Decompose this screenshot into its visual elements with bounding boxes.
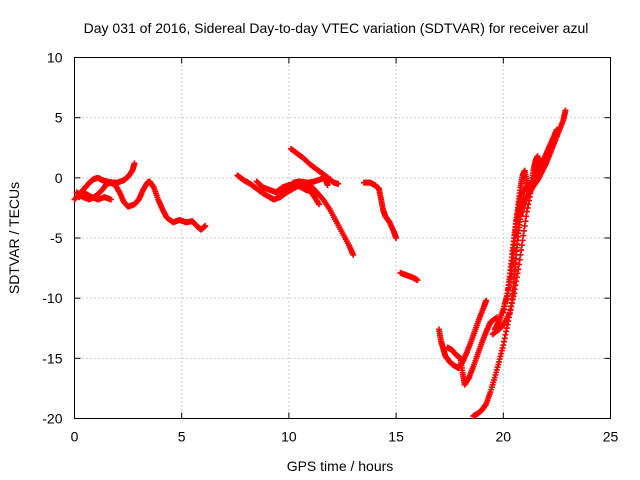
x-tick-label: 20 [496, 429, 512, 445]
y-tick-label: 0 [55, 170, 63, 186]
axis-tick-labels: 0 5 10 15 20 25 -20 -15 -10 -5 0 5 10 [42, 50, 618, 445]
series-arc-9 [397, 269, 421, 284]
series-arc-11 [444, 314, 500, 388]
series-arc-15 [489, 155, 543, 338]
y-tick-label: 5 [55, 110, 63, 126]
series-arc-3 [75, 190, 114, 203]
grid [74, 57, 611, 419]
data-point [562, 107, 569, 114]
y-tick-label: -20 [42, 411, 62, 427]
data-point [414, 277, 421, 284]
data-point [553, 126, 560, 133]
plot-frame [74, 57, 611, 419]
data-point [536, 155, 543, 162]
data-point [202, 222, 209, 229]
series-arc-7 [277, 174, 331, 198]
chart-title: Day 031 of 2016, Sidereal Day-to-day VTE… [84, 20, 589, 36]
data-point [335, 180, 342, 187]
x-tick-label: 5 [178, 429, 186, 445]
y-tick-label: -15 [42, 350, 62, 366]
x-axis-label: GPS time / hours [287, 458, 394, 474]
data-point [107, 196, 114, 203]
data-point [492, 315, 499, 322]
data-point [350, 251, 357, 258]
y-tick-label: -5 [50, 230, 63, 246]
data-points [71, 107, 569, 420]
series-arc-8 [360, 179, 400, 241]
data-point [393, 235, 400, 241]
x-tick-label: 10 [281, 429, 297, 445]
x-tick-label: 0 [71, 429, 79, 445]
series-arc-2 [73, 178, 209, 233]
series-arc-6 [288, 145, 342, 187]
data-point [315, 201, 322, 208]
x-tick-label: 15 [388, 429, 404, 445]
data-point [131, 160, 138, 167]
data-point [324, 182, 331, 189]
data-point [483, 297, 490, 304]
y-tick-label: -10 [42, 290, 62, 306]
y-axis-label: SDTVAR / TECUs [6, 182, 22, 294]
y-tick-label: 10 [47, 50, 63, 66]
x-tick-label: 25 [603, 429, 619, 445]
